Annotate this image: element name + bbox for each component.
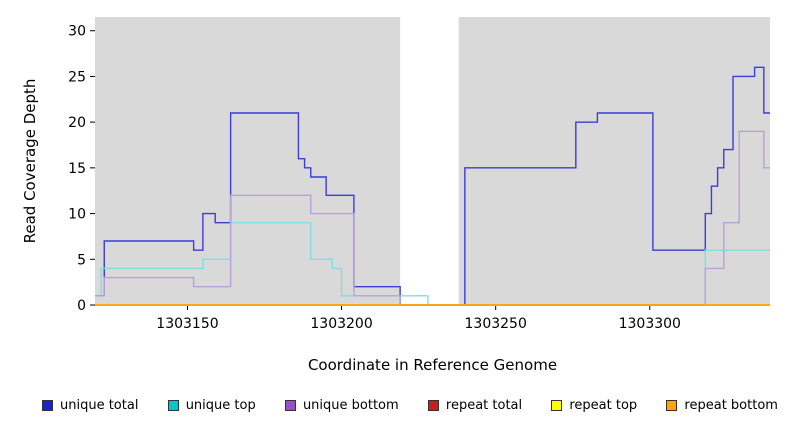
legend: unique total unique top unique bottom repea…	[42, 398, 778, 413]
x-tick-label: 1303300	[619, 316, 681, 332]
legend-item-unique-total: unique total	[42, 398, 138, 413]
legend-label-unique-bottom: unique bottom	[302, 398, 399, 413]
y-tick-label: 0	[77, 298, 86, 314]
legend-label-repeat-total: repeat total	[445, 398, 523, 413]
x-tick-label: 1303150	[156, 316, 218, 332]
y-tick-label: 25	[68, 69, 86, 85]
legend-swatch-unique-total	[42, 400, 53, 411]
x-tick-label: 1303250	[465, 316, 527, 332]
legend-swatch-repeat-bottom	[666, 400, 678, 411]
legend-item-repeat-top: repeat top	[551, 398, 637, 413]
legend-swatch-unique-bottom	[284, 400, 296, 411]
y-tick-label: 30	[68, 24, 86, 40]
y-tick-label: 5	[77, 252, 86, 268]
coverage-shaded-region	[458, 17, 770, 305]
y-tick-label: 20	[68, 115, 86, 131]
coverage-shaded-region	[95, 17, 401, 305]
legend-item-repeat-bottom: repeat bottom	[666, 398, 778, 413]
y-tick-label: 10	[68, 207, 86, 223]
legend-item-repeat-total: repeat total	[427, 398, 523, 413]
legend-swatch-unique-top	[167, 400, 179, 411]
plot-area: 1303150 1303200 1303250 1303300 0 5 10 15 20 25 30	[68, 17, 770, 332]
legend-swatch-repeat-top	[551, 400, 563, 411]
legend-label-unique-top: unique top	[185, 398, 256, 413]
y-tick-label: 15	[68, 161, 86, 177]
x-tick-label: 1303200	[310, 316, 372, 332]
legend-item-unique-bottom: unique bottom	[284, 398, 399, 413]
y-axis-title: Read Coverage Depth	[21, 78, 39, 244]
legend-swatch-repeat-total	[427, 400, 439, 411]
legend-label-repeat-bottom: repeat bottom	[684, 398, 778, 413]
legend-label-repeat-top: repeat top	[569, 398, 638, 413]
legend-item-unique-top: unique top	[167, 398, 256, 413]
x-axis-title: Coordinate in Reference Genome	[307, 356, 558, 374]
series-line-unique-bottom	[95, 130, 770, 306]
legend-label-unique-total: unique total	[60, 398, 139, 413]
